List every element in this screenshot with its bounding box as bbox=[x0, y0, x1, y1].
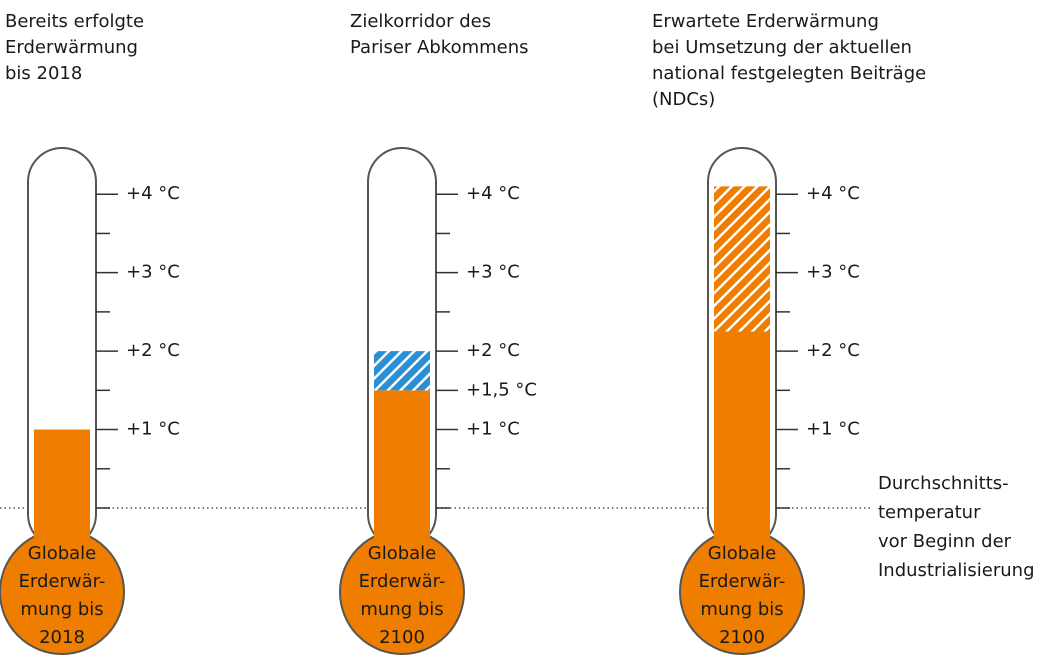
tick-label: +1 °C bbox=[126, 419, 180, 440]
neck bbox=[714, 508, 770, 558]
annotation-line: vor Beginn der bbox=[878, 531, 1012, 552]
bulb-label: mung bis bbox=[20, 599, 103, 620]
neck bbox=[34, 508, 90, 558]
tick-label: +1 °C bbox=[466, 419, 520, 440]
neck bbox=[374, 508, 430, 558]
title-line: national festgelegten Beiträge bbox=[652, 63, 926, 84]
filled-segment bbox=[374, 390, 430, 508]
bulb-label: mung bis bbox=[360, 599, 443, 620]
tick-label: +2 °C bbox=[466, 340, 520, 361]
hatched-segment bbox=[714, 186, 770, 332]
bulb-label: 2100 bbox=[379, 627, 425, 648]
tick-label: +4 °C bbox=[126, 183, 180, 204]
bulb-label: Globale bbox=[28, 543, 97, 564]
annotation-line: Industrialisierung bbox=[878, 560, 1035, 581]
tick-label: +2 °C bbox=[806, 340, 860, 361]
tick-label: +3 °C bbox=[806, 262, 860, 283]
filled-segment bbox=[714, 331, 770, 508]
bulb-label: Globale bbox=[368, 543, 437, 564]
title-line: Erwartete Erderwärmung bbox=[652, 11, 879, 32]
annotation-line: Durchschnitts- bbox=[878, 473, 1009, 494]
title-line: bis 2018 bbox=[5, 63, 82, 84]
tick-label: +3 °C bbox=[466, 262, 520, 283]
title-line: Pariser Abkommens bbox=[350, 37, 529, 58]
bulb-label: Erderwär- bbox=[19, 571, 106, 592]
title-line: (NDCs) bbox=[652, 89, 715, 110]
tick-label: +1,5 °C bbox=[466, 379, 537, 400]
tick-label: +1 °C bbox=[806, 419, 860, 440]
bulb-label: mung bis bbox=[700, 599, 783, 620]
bulb-label: Erderwär- bbox=[699, 571, 786, 592]
title-line: bei Umsetzung der aktuellen bbox=[652, 37, 912, 58]
title-line: Erderwärmung bbox=[5, 37, 138, 58]
hatched-segment bbox=[374, 351, 430, 391]
tick-label: +4 °C bbox=[806, 183, 860, 204]
tick-label: +3 °C bbox=[126, 262, 180, 283]
tick-label: +4 °C bbox=[466, 183, 520, 204]
title-line: Bereits erfolgte bbox=[5, 11, 144, 32]
tick-label: +2 °C bbox=[126, 340, 180, 361]
bulb-label: Globale bbox=[708, 543, 777, 564]
bulb-label: 2018 bbox=[39, 627, 85, 648]
annotation-line: temperatur bbox=[878, 502, 981, 523]
title-line: Zielkorridor des bbox=[350, 11, 491, 32]
filled-segment bbox=[34, 429, 90, 508]
bulb-label: Erderwär- bbox=[359, 571, 446, 592]
bulb-label: 2100 bbox=[719, 627, 765, 648]
